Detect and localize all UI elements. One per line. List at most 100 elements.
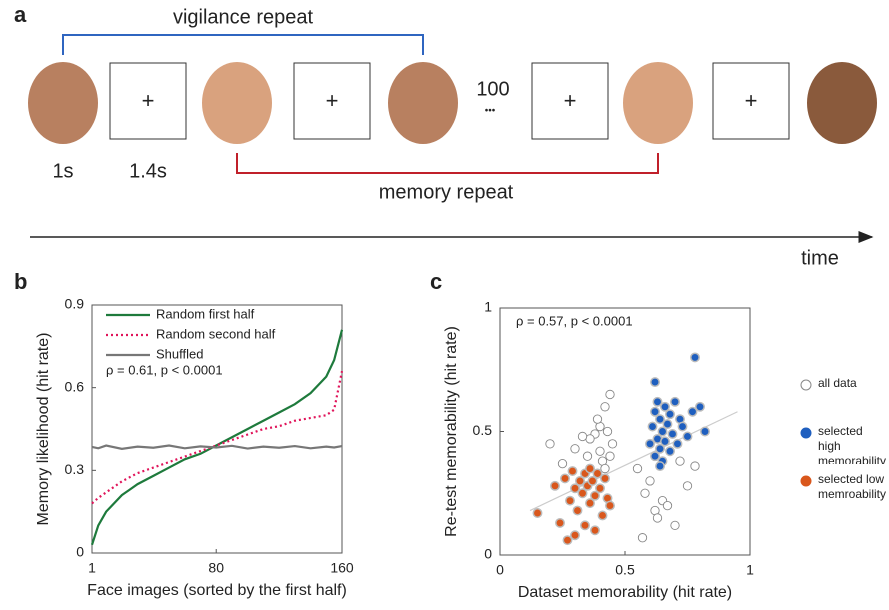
fixation-box xyxy=(109,62,187,140)
duration: 1.4s xyxy=(129,160,167,182)
panel-label: b xyxy=(14,269,27,294)
point xyxy=(665,446,675,457)
legend-box: all data xyxy=(818,376,857,390)
point xyxy=(580,520,590,531)
y-tick-label: 0 xyxy=(76,544,84,560)
legend-label: selected low memroability xyxy=(818,472,887,501)
faces xyxy=(28,62,877,144)
memory-bracket xyxy=(236,153,659,174)
x-tick-label: 0.5 xyxy=(615,562,635,578)
annotation: ρ = 0.61, p < 0.0001 xyxy=(106,362,223,377)
y-tick-label: 0.6 xyxy=(65,378,85,394)
memory-label: memory repeat xyxy=(379,181,514,203)
point xyxy=(582,451,593,461)
y-tick-label: 0 xyxy=(484,546,492,562)
point xyxy=(592,468,603,479)
point xyxy=(560,473,570,484)
point xyxy=(605,451,615,461)
point xyxy=(550,480,560,491)
fixation-box xyxy=(712,62,790,140)
legend-box: selected high memorability xyxy=(818,424,887,464)
point xyxy=(682,431,693,442)
point xyxy=(655,414,665,425)
point xyxy=(607,439,618,449)
fixation-box xyxy=(531,62,609,140)
point xyxy=(575,475,585,486)
point xyxy=(585,498,595,509)
point xyxy=(677,421,688,432)
point xyxy=(632,463,643,474)
point xyxy=(597,510,608,521)
annotation: ρ = 0.57, p < 0.0001 xyxy=(516,313,633,328)
point xyxy=(695,401,705,412)
fixation: + xyxy=(564,88,577,113)
face xyxy=(28,62,98,144)
legend-box: selected low memroability xyxy=(818,472,887,501)
point xyxy=(670,396,680,407)
fixation: + xyxy=(142,88,155,113)
point xyxy=(690,461,700,471)
vigilance-bracket xyxy=(62,34,424,55)
point xyxy=(645,438,655,449)
y-tick-label: 0.9 xyxy=(65,296,85,312)
point xyxy=(652,396,663,407)
point xyxy=(545,439,555,449)
vigilance-label: vigilance repeat xyxy=(173,6,314,28)
point xyxy=(590,525,600,536)
x-tick-label: 1 xyxy=(746,562,754,578)
gap-count: 100 xyxy=(476,78,509,100)
fixation-box xyxy=(293,62,371,140)
face xyxy=(623,62,693,144)
point xyxy=(587,475,598,486)
point xyxy=(657,426,668,437)
series-line xyxy=(91,370,344,505)
point xyxy=(600,463,610,474)
point xyxy=(645,476,655,486)
point xyxy=(650,406,660,417)
point xyxy=(647,421,658,432)
y-tick-label: 0.5 xyxy=(473,422,493,438)
point xyxy=(590,490,600,501)
point xyxy=(660,401,670,412)
point xyxy=(577,431,588,442)
legend-label: selected high memorability xyxy=(818,424,887,464)
ellipsis: ••• xyxy=(485,106,496,117)
point xyxy=(570,444,580,454)
point xyxy=(592,414,603,424)
legend-swatch xyxy=(800,475,812,487)
point xyxy=(670,520,680,531)
series-line xyxy=(91,444,343,450)
point xyxy=(577,488,588,499)
point xyxy=(650,377,660,388)
fixation: + xyxy=(745,88,758,113)
legend-swatch xyxy=(800,379,812,391)
point xyxy=(600,473,610,484)
legend-label: Shuffled xyxy=(156,346,203,361)
legend-label: Random first half xyxy=(156,306,255,321)
point xyxy=(665,409,675,420)
panel-label: a xyxy=(14,2,27,27)
point xyxy=(662,419,673,430)
x-axis-label: Face images (sorted by the first half) xyxy=(87,582,347,599)
x-axis-label: Dataset memorability (hit rate) xyxy=(518,584,732,601)
point xyxy=(700,426,710,437)
point xyxy=(640,488,650,498)
point xyxy=(567,466,578,476)
point xyxy=(675,456,685,466)
point xyxy=(682,481,693,491)
point xyxy=(605,500,615,511)
point xyxy=(662,500,673,511)
point xyxy=(532,508,543,518)
point xyxy=(672,438,683,449)
legend-label: Random second half xyxy=(156,326,276,341)
point xyxy=(602,426,613,437)
legend-label: all data xyxy=(818,376,857,390)
duration: 1s xyxy=(52,160,73,182)
x-tick-label: 1 xyxy=(88,560,96,576)
point xyxy=(650,451,660,462)
y-axis-label: Re-test memorability (hit rate) xyxy=(443,326,460,537)
y-axis-label: Memory likelihood (hit rate) xyxy=(35,333,52,526)
point xyxy=(652,513,663,523)
point xyxy=(655,461,665,472)
